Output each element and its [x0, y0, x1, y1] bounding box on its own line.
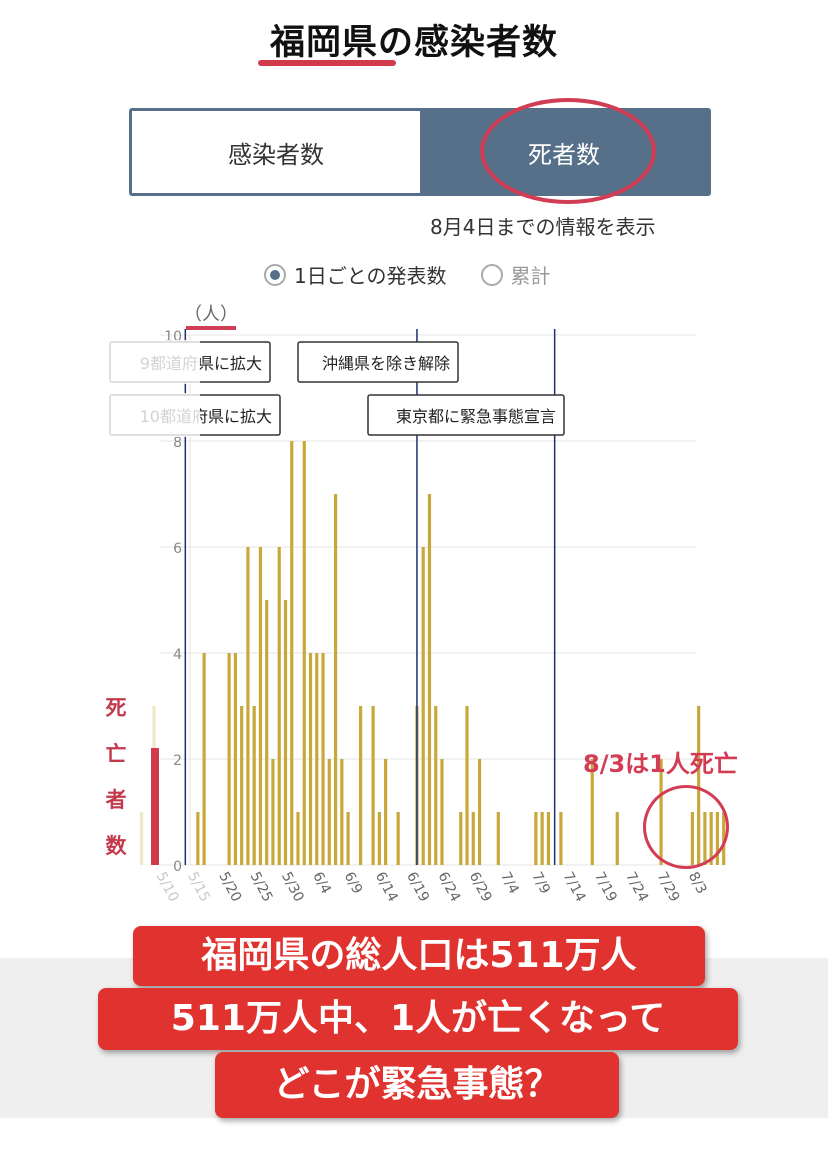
deaths-bar-chart: 0246810（人）9都道府県に拡大10都道府県に拡大沖縄県を除き解除東京都に緊… [108, 304, 726, 905]
event-label-text: 東京都に緊急事態宣言 [396, 407, 556, 426]
bar [546, 812, 550, 865]
side-label-char: 亡 [105, 742, 127, 766]
bar [296, 812, 300, 865]
radio-daily[interactable] [264, 263, 286, 286]
event-label-box [297, 341, 459, 383]
tab-infected[interactable]: 感染者数 [132, 111, 420, 193]
highlight-circle-8-3 [643, 785, 729, 869]
x-tick-label: 6/19 [403, 869, 432, 904]
bar [359, 706, 363, 865]
side-label-char: 数 [105, 834, 127, 858]
y-tick-label: 8 [173, 435, 182, 451]
bar [233, 653, 237, 865]
y-tick-label: 6 [173, 541, 182, 557]
x-tick-label: 8/3 [685, 869, 710, 896]
x-tick-label: 5/30 [278, 869, 307, 904]
x-tick-label: 5/15 [184, 869, 213, 904]
bar [615, 812, 619, 865]
radio-cumulative-label[interactable]: 累計 [510, 264, 551, 288]
x-tick-label: 7/19 [591, 869, 620, 904]
event-label-box [367, 394, 565, 436]
bar [321, 653, 325, 865]
x-tick-label: 6/14 [372, 869, 401, 904]
bar [227, 653, 231, 865]
x-tick-label: 7/14 [560, 869, 589, 904]
x-tick-label: 6/29 [466, 869, 495, 904]
bar [346, 812, 350, 865]
page-title: 福岡県の感染者数 [269, 23, 558, 63]
bar [290, 441, 294, 865]
bar [459, 812, 463, 865]
bar [302, 441, 306, 865]
bar [265, 600, 269, 865]
y-tick-label: 0 [173, 859, 182, 875]
bar [471, 812, 475, 865]
event-label: 10都道府県に拡大 [108, 393, 281, 437]
event-label-text: 沖縄県を除き解除 [322, 354, 450, 373]
x-tick-label: 6/24 [434, 869, 463, 904]
bar [333, 494, 338, 865]
x-tick-label: 7/24 [622, 869, 651, 904]
bar [384, 759, 388, 865]
bar [396, 812, 400, 865]
fade-overlay [108, 393, 200, 437]
bar [277, 547, 281, 865]
x-tick-label: 6/4 [309, 869, 334, 896]
y-label-underline [186, 326, 236, 330]
bar [421, 547, 425, 865]
red-marker-bar [151, 748, 159, 865]
event-label: 東京都に緊急事態宣言 [367, 394, 565, 436]
overlay-line: どこが緊急事態？ [215, 1052, 619, 1118]
side-label-char: 死 [105, 696, 127, 720]
bar [283, 600, 288, 865]
x-tick-label: 7/29 [654, 869, 683, 904]
bar [371, 706, 375, 865]
bar [534, 812, 538, 865]
bar [315, 653, 319, 865]
bar [590, 759, 594, 865]
title-underline [258, 60, 396, 66]
bar [427, 494, 432, 865]
event-label: 沖縄県を除き解除 [297, 341, 459, 383]
x-tick-label: 7/4 [497, 869, 522, 896]
bar [271, 759, 275, 865]
x-tick-label: 6/9 [341, 869, 366, 896]
fade-overlay [108, 340, 200, 384]
bar [465, 706, 469, 865]
annotation-8-3: 8/3は1人死亡 [583, 750, 738, 778]
bar [377, 812, 381, 865]
y-tick-label: 2 [173, 753, 182, 769]
x-tick-label: 5/25 [247, 869, 276, 904]
overlay-line: 511万人中、1人が亡くなって [98, 988, 738, 1050]
bar [540, 812, 544, 865]
radio-daily-label[interactable]: 1日ごとの発表数 [294, 264, 447, 288]
bar [308, 653, 313, 865]
bar [434, 706, 438, 865]
bar [139, 812, 144, 865]
event-label: 9都道府県に拡大 [108, 340, 271, 384]
view-radio-group: 1日ごとの発表数 累計 [264, 260, 551, 289]
bar [477, 759, 482, 865]
bar [327, 759, 331, 865]
highlight-circle-tab [480, 98, 656, 204]
bar [258, 547, 263, 865]
radio-cumulative[interactable] [480, 263, 503, 286]
bar [196, 812, 200, 865]
y-axis-label: （人） [184, 304, 238, 325]
bar [697, 706, 701, 865]
bar [246, 547, 250, 865]
side-label-char: 者 [105, 788, 127, 812]
bar [202, 653, 206, 865]
info-text: 8月4日までの情報を表示 [430, 215, 656, 239]
overlay-line: 福岡県の総人口は511万人 [133, 926, 705, 986]
bar [440, 759, 444, 865]
bar [496, 812, 500, 865]
y-tick-label: 4 [173, 647, 182, 663]
x-tick-label: 7/9 [528, 869, 553, 896]
bar [240, 706, 244, 865]
x-tick-label: 5/20 [215, 869, 244, 904]
bar [252, 706, 256, 865]
bar [340, 759, 344, 865]
bar [559, 812, 563, 865]
